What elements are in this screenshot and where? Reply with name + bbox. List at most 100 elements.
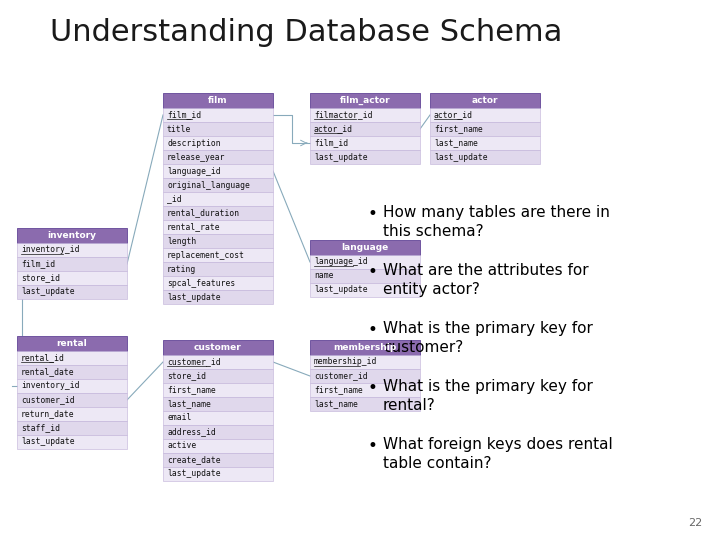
Bar	[310, 240, 420, 255]
Bar	[163, 122, 273, 136]
Text: rental_duration: rental_duration	[167, 208, 240, 218]
Text: rental_date: rental_date	[21, 368, 75, 376]
Bar	[310, 136, 420, 150]
Bar	[17, 435, 127, 449]
Text: actor: actor	[472, 96, 498, 105]
Bar	[163, 397, 273, 411]
Text: customer_id: customer_id	[21, 395, 75, 404]
Bar	[17, 421, 127, 435]
Text: create_date: create_date	[167, 456, 220, 464]
Bar	[163, 136, 273, 150]
Bar	[163, 453, 273, 467]
Bar	[163, 108, 273, 122]
Bar	[163, 355, 273, 369]
Text: membership: membership	[333, 343, 397, 352]
Bar	[310, 383, 420, 397]
Text: staff_id: staff_id	[21, 423, 60, 433]
Text: replacement_cost: replacement_cost	[167, 251, 245, 260]
Bar	[163, 425, 273, 439]
Text: last_update: last_update	[314, 152, 368, 161]
Bar	[17, 379, 127, 393]
Text: first_name: first_name	[314, 386, 363, 395]
Bar	[163, 290, 273, 304]
Bar	[17, 393, 127, 407]
Text: language: language	[341, 243, 389, 252]
Bar	[430, 136, 540, 150]
Bar	[17, 271, 127, 285]
Text: store_id: store_id	[167, 372, 206, 381]
Bar	[430, 93, 540, 108]
Bar	[310, 340, 420, 355]
Text: first_name: first_name	[167, 386, 216, 395]
Text: last_update: last_update	[21, 437, 75, 447]
Text: first_name: first_name	[434, 125, 482, 133]
Text: language_id: language_id	[314, 258, 368, 267]
Text: last_name: last_name	[314, 400, 358, 408]
Text: •: •	[368, 263, 378, 281]
Text: last_update: last_update	[167, 469, 220, 478]
Text: customer: customer	[194, 343, 242, 352]
Text: What foreign keys does rental
table contain?: What foreign keys does rental table cont…	[383, 437, 613, 471]
Text: What are the attributes for
entity actor?: What are the attributes for entity actor…	[383, 263, 589, 297]
Bar	[163, 276, 273, 290]
Bar	[17, 257, 127, 271]
Text: •: •	[368, 205, 378, 223]
Text: release_year: release_year	[167, 152, 225, 161]
Text: last_update: last_update	[314, 286, 368, 294]
Text: rating: rating	[167, 265, 197, 273]
Text: spcal_features: spcal_features	[167, 279, 235, 287]
Bar	[163, 150, 273, 164]
Text: What is the primary key for
customer?: What is the primary key for customer?	[383, 321, 593, 355]
Text: film_id: film_id	[167, 111, 201, 119]
Bar	[310, 93, 420, 108]
Bar	[163, 220, 273, 234]
Text: film_id: film_id	[314, 138, 348, 147]
Text: •: •	[368, 379, 378, 397]
Bar	[310, 108, 420, 122]
Text: address_id: address_id	[167, 428, 216, 436]
Text: film_actor: film_actor	[340, 96, 390, 105]
Bar	[310, 122, 420, 136]
Bar	[163, 439, 273, 453]
Text: film_id: film_id	[21, 260, 55, 268]
Bar	[430, 150, 540, 164]
Bar	[163, 93, 273, 108]
Text: customer_id: customer_id	[314, 372, 368, 381]
Text: original_language: original_language	[167, 180, 250, 190]
Bar	[163, 383, 273, 397]
Bar	[17, 285, 127, 299]
Bar	[310, 355, 420, 369]
Bar	[17, 365, 127, 379]
Text: email: email	[167, 414, 192, 422]
Bar	[17, 407, 127, 421]
Text: actor_id: actor_id	[434, 111, 473, 119]
Bar	[17, 243, 127, 257]
Bar	[310, 150, 420, 164]
Text: inventory: inventory	[48, 231, 96, 240]
Bar	[163, 411, 273, 425]
Text: return_date: return_date	[21, 409, 75, 418]
Text: What is the primary key for
rental?: What is the primary key for rental?	[383, 379, 593, 413]
Text: rental_id: rental_id	[21, 354, 65, 362]
Text: actor_id: actor_id	[314, 125, 353, 133]
Text: membership_id: membership_id	[314, 357, 377, 367]
Bar	[163, 234, 273, 248]
Text: 22: 22	[688, 518, 702, 528]
Bar	[163, 206, 273, 220]
Bar	[17, 228, 127, 243]
Text: title: title	[167, 125, 192, 133]
Bar	[163, 340, 273, 355]
Text: rental_rate: rental_rate	[167, 222, 220, 232]
Text: •: •	[368, 437, 378, 455]
Bar	[310, 269, 420, 283]
Text: last_name: last_name	[167, 400, 211, 408]
Text: last_update: last_update	[21, 287, 75, 296]
Bar	[430, 108, 540, 122]
Text: How many tables are there in
this schema?: How many tables are there in this schema…	[383, 205, 610, 239]
Text: name: name	[314, 272, 333, 280]
Bar	[163, 467, 273, 481]
Bar	[17, 336, 127, 351]
Bar	[17, 351, 127, 365]
Text: language_id: language_id	[167, 166, 220, 176]
Text: description: description	[167, 138, 220, 147]
